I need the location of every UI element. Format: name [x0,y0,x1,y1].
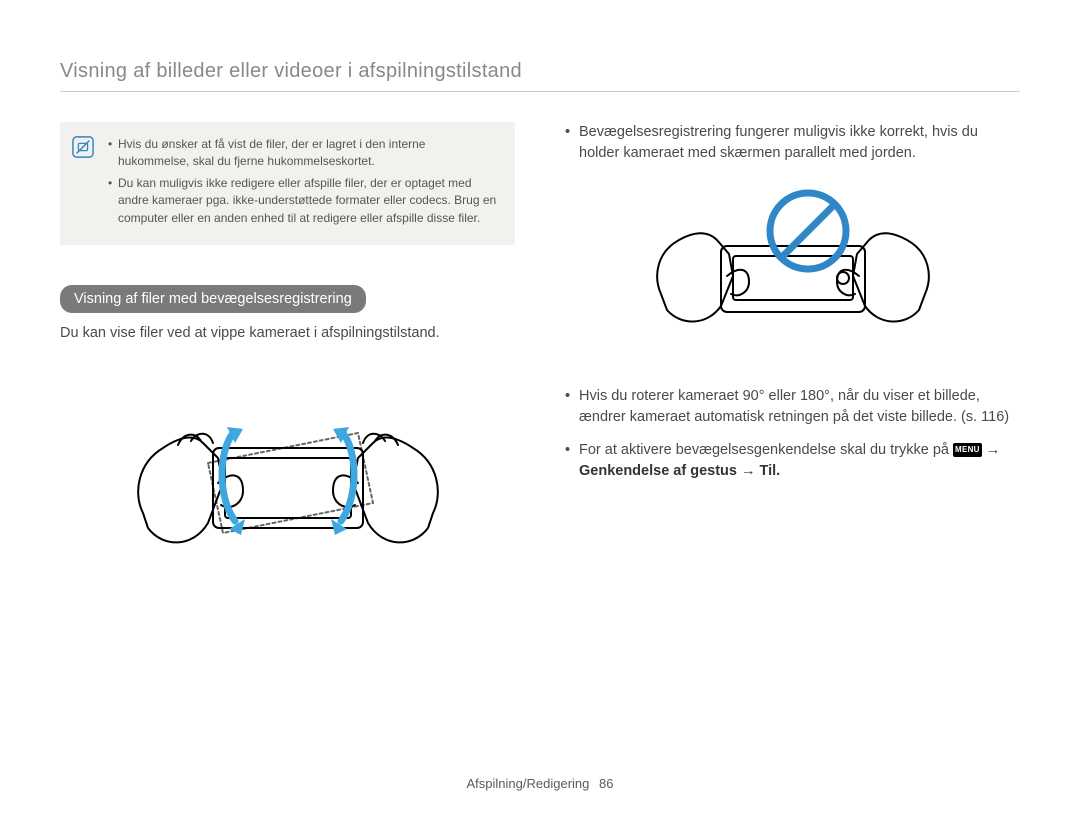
bullet-text-pre: For at aktivere bevægelsesgenkendelse sk… [579,442,953,458]
content-columns: Hvis du ønsker at få vist de filer, der … [60,122,1020,623]
bullet-item: Hvis du roterer kameraet 90° eller 180°,… [565,386,1020,428]
bullet-item: For at aktivere bevægelsesgenkendelse sk… [565,440,1020,482]
section-intro: Du kan vise filer ved at vippe kameraet … [60,323,515,343]
note-box: Hvis du ønsker at få vist de filer, der … [60,122,515,245]
menu-badge-icon: MENU [953,443,982,457]
section-heading-pill: Visning af filer med bevægelsesregistrer… [60,285,366,313]
footer-section: Afspilning/Redigering [467,776,590,791]
right-column: Bevægelsesregistrering fungerer muligvis… [565,122,1020,623]
illustration-tilt-camera [60,363,515,593]
illustration-prohibited-hold [565,176,1020,356]
page-title: Visning af billeder eller videoer i afsp… [60,60,1020,83]
note-item: Hvis du ønsker at få vist de filer, der … [108,136,497,171]
note-info-icon [72,136,94,158]
bottom-bullet-list: Hvis du roterer kameraet 90° eller 180°,… [565,386,1020,482]
page-footer: Afspilning/Redigering 86 [0,776,1080,791]
top-bullet-list: Bevægelsesregistrering fungerer muligvis… [565,122,1020,164]
header-rule [60,91,1020,92]
left-column: Hvis du ønsker at få vist de filer, der … [60,122,515,623]
bullet-item: Bevægelsesregistrering fungerer muligvis… [565,122,1020,164]
note-item: Du kan muligvis ikke redigere eller afsp… [108,175,497,227]
note-list: Hvis du ønsker at få vist de filer, der … [108,136,497,231]
footer-page-number: 86 [599,776,613,791]
